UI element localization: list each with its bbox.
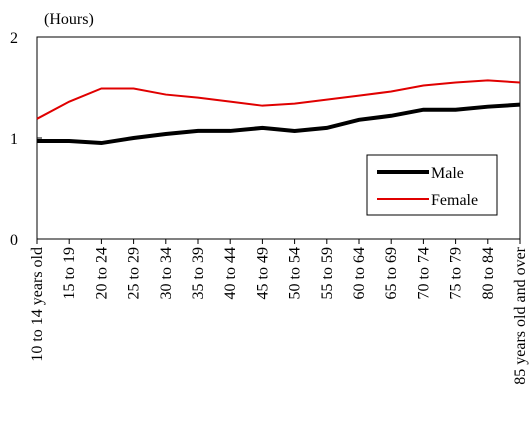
x-tick-label: 50 to 54 [287, 247, 304, 299]
legend-box [366, 154, 498, 216]
x-tick-label: 25 to 29 [126, 247, 143, 299]
x-tick-label: 35 to 39 [190, 247, 207, 299]
x-tick-label: 15 to 19 [61, 247, 78, 299]
x-tick-label: 40 to 44 [222, 247, 239, 299]
x-tick-label: 20 to 24 [93, 247, 110, 299]
y-axis-title: (Hours) [44, 11, 94, 28]
legend-label: Male [431, 165, 464, 182]
x-tick-label: 70 to 74 [415, 247, 432, 299]
x-tick-label: 65 to 69 [383, 247, 400, 299]
series-line [36, 79, 521, 120]
series-line [37, 102, 521, 146]
x-tick-label: 60 to 64 [351, 247, 368, 299]
y-tick-label: 0 [10, 232, 18, 249]
legend-label: Female [431, 192, 478, 209]
y-tick-label: 2 [10, 30, 18, 47]
x-tick-label: 75 to 79 [448, 247, 465, 299]
y-tick-label: 1 [10, 131, 18, 148]
x-tick-label: 85 years old and over [512, 246, 529, 384]
x-tick-label: 80 to 84 [480, 247, 497, 299]
x-tick-label: 10 to 14 years old [29, 247, 46, 362]
x-tick-label: 55 to 59 [319, 247, 336, 299]
x-tick-label: 45 to 49 [254, 247, 271, 299]
x-tick-label: 30 to 34 [158, 247, 175, 299]
